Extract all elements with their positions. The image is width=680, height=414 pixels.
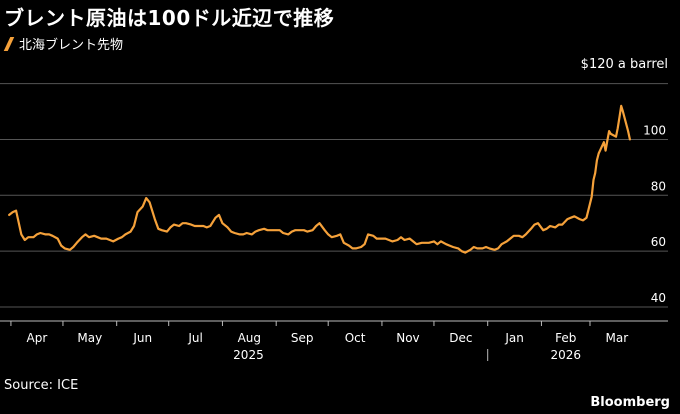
y-tick-label: 60 — [651, 235, 666, 249]
x-tick-label: Jun — [132, 331, 152, 345]
x-tick-label: Mar — [606, 331, 629, 345]
x-tick-label: Aug — [238, 331, 261, 345]
x-tick-label: Jul — [187, 331, 202, 345]
x-tick-label: Apr — [27, 331, 48, 345]
x-tick-label: Oct — [345, 331, 366, 345]
gridlines — [0, 83, 668, 308]
y-tick-label: 80 — [651, 179, 666, 193]
series-line — [8, 104, 632, 254]
y-tick-label: 40 — [651, 291, 666, 305]
x-tick-label: May — [77, 331, 102, 345]
brand-logo: Bloomberg — [590, 395, 670, 410]
source-note: Source: ICE — [4, 378, 79, 393]
x-tick-label: Sep — [291, 331, 314, 345]
y-axis-ticks: 40 60 80 100 — [643, 123, 666, 305]
year-label: 2026 — [550, 348, 581, 362]
x-tick-label: Jan — [504, 331, 524, 345]
x-tick-label: Feb — [555, 331, 576, 345]
chart-title: ブレント原油は100ドル近辺で推移 — [4, 6, 335, 30]
series-layer — [8, 104, 632, 254]
x-axis: Apr May Jun Jul Aug Sep Oct Nov Dec Jan Feb Mar 2025… — [0, 320, 668, 362]
y-axis-unit-label: $120 a barrel — [580, 57, 668, 72]
legend: 北海ブレント先物 — [3, 34, 124, 53]
legend-label: 北海ブレント先物 — [19, 38, 124, 53]
y-tick-label: 100 — [643, 123, 666, 137]
x-tick-label: Nov — [396, 331, 419, 345]
year-label: 2025 — [233, 348, 264, 362]
x-tick-label: Dec — [449, 331, 472, 345]
